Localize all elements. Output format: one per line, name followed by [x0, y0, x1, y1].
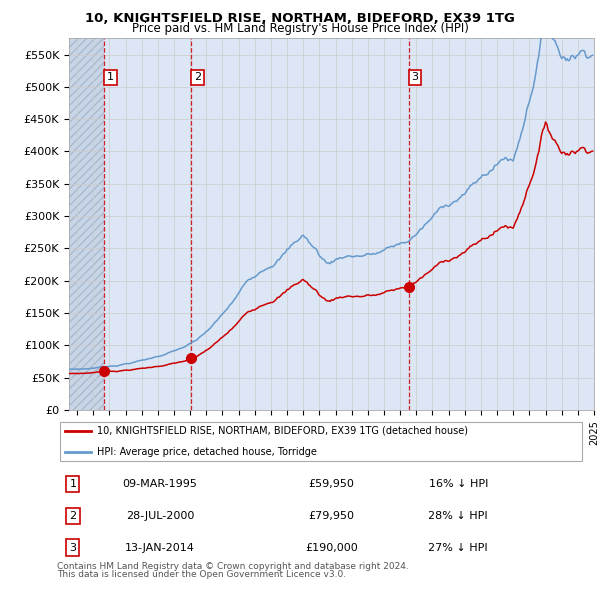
Text: £59,950: £59,950	[308, 479, 355, 489]
Text: 1: 1	[70, 479, 76, 489]
Text: 13-JAN-2014: 13-JAN-2014	[125, 543, 195, 552]
Text: 10, KNIGHTSFIELD RISE, NORTHAM, BIDEFORD, EX39 1TG: 10, KNIGHTSFIELD RISE, NORTHAM, BIDEFORD…	[85, 12, 515, 25]
Text: £79,950: £79,950	[308, 511, 355, 520]
Text: 1: 1	[107, 73, 114, 83]
Text: 10, KNIGHTSFIELD RISE, NORTHAM, BIDEFORD, EX39 1TG (detached house): 10, KNIGHTSFIELD RISE, NORTHAM, BIDEFORD…	[97, 426, 467, 436]
Text: 09-MAR-1995: 09-MAR-1995	[122, 479, 197, 489]
Text: Contains HM Land Registry data © Crown copyright and database right 2024.: Contains HM Land Registry data © Crown c…	[57, 562, 409, 571]
FancyBboxPatch shape	[59, 422, 583, 461]
Text: £190,000: £190,000	[305, 543, 358, 552]
Text: 2: 2	[194, 73, 201, 83]
Text: 27% ↓ HPI: 27% ↓ HPI	[428, 543, 488, 552]
Text: 3: 3	[411, 73, 418, 83]
Text: This data is licensed under the Open Government Licence v3.0.: This data is licensed under the Open Gov…	[57, 571, 346, 579]
Text: 3: 3	[70, 543, 76, 552]
Text: 2: 2	[69, 511, 76, 520]
Text: 28-JUL-2000: 28-JUL-2000	[126, 511, 194, 520]
Text: 16% ↓ HPI: 16% ↓ HPI	[428, 479, 488, 489]
Text: 28% ↓ HPI: 28% ↓ HPI	[428, 511, 488, 520]
Bar	[69, 38, 104, 410]
Text: Price paid vs. HM Land Registry's House Price Index (HPI): Price paid vs. HM Land Registry's House …	[131, 22, 469, 35]
Text: HPI: Average price, detached house, Torridge: HPI: Average price, detached house, Torr…	[97, 447, 316, 457]
